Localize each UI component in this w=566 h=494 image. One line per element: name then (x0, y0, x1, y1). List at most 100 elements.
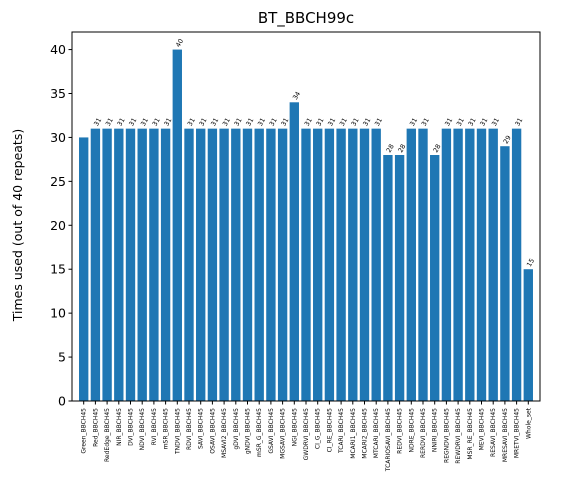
x-tick-label: TCARIOSAVI_BBCH45 (385, 408, 392, 472)
data-label: 31 (186, 116, 197, 127)
x-tick-label: MGSAVI_BBCH45 (280, 408, 287, 459)
bar (488, 128, 498, 401)
data-label: 15 (525, 257, 536, 268)
data-label: 31 (420, 116, 431, 127)
x-tick-label: MCARI2_BBCH45 (362, 408, 369, 459)
x-tick-label: gDVI_BBCH45 (233, 408, 240, 450)
bar (383, 155, 393, 401)
data-label: 31 (116, 116, 127, 127)
bar (336, 128, 346, 401)
x-tick-label: SAVI_BBCH45 (198, 408, 205, 449)
x-tick-label: MRETVI_BBCH45 (514, 408, 521, 458)
y-tick-label: 25 (50, 174, 66, 189)
bar (102, 128, 112, 401)
x-tick-label: REWDRVI_BBCH45 (455, 408, 462, 464)
data-label: 31 (373, 116, 384, 127)
x-tick-label: NDVI_BBCH45 (139, 408, 146, 451)
chart-title: BT_BBCH99c (258, 9, 354, 28)
x-tick-label: NNIRI_BBCH45 (432, 408, 439, 452)
bar (523, 269, 533, 401)
y-tick-label: 20 (50, 218, 66, 233)
bar (125, 128, 136, 401)
data-label: 31 (361, 116, 372, 127)
data-label: 31 (209, 116, 220, 127)
bar (394, 155, 405, 401)
data-label: 31 (303, 116, 314, 127)
y-tick-label: 10 (50, 306, 66, 321)
x-tick-label: Red_BBCH45 (92, 408, 99, 447)
x-tick-label: MTCARI_BBCH45 (373, 408, 380, 458)
y-tick-label: 0 (58, 394, 66, 409)
x-tick-label: RERDVI_BBCH45 (420, 408, 427, 458)
bar (441, 128, 452, 401)
data-label: 28 (432, 143, 443, 154)
data-label: 31 (315, 116, 326, 127)
data-label: 31 (443, 116, 454, 127)
x-tick-label: OSAVI_BBCH45 (209, 408, 216, 454)
bar (184, 128, 194, 401)
x-tick-label: mSR_G_BBCH45 (256, 408, 263, 457)
data-label: 34 (291, 90, 302, 101)
data-label: 31 (127, 116, 138, 127)
data-label: 31 (198, 116, 209, 127)
y-tick-label: 35 (50, 86, 66, 101)
data-label: 31 (467, 116, 478, 127)
bar (511, 128, 522, 401)
bar (430, 155, 440, 401)
x-tick-label: DVI_BBCH45 (128, 408, 135, 446)
x-tick-label: TCARI_BBCH45 (338, 408, 345, 454)
x-tick-label: RVI_BBCH45 (151, 408, 158, 445)
data-label: 40 (174, 37, 185, 48)
x-tick-label: gNDVI_BBCH45 (245, 408, 252, 454)
data-label: 31 (408, 116, 419, 127)
bar (149, 128, 159, 401)
bar (277, 128, 288, 401)
data-label: 31 (104, 116, 115, 127)
bars-group (79, 49, 533, 401)
y-tick-label: 15 (50, 262, 66, 277)
y-tick-label: 5 (58, 350, 66, 365)
bar (90, 128, 101, 401)
x-tick-label: RedEdge_BBCH45 (104, 408, 111, 462)
bar (406, 128, 416, 401)
y-tick-label: 40 (50, 42, 66, 57)
x-tick-label: NGI_BBCH45 (291, 408, 298, 447)
bar (476, 128, 487, 401)
x-tick-label: GSAVI_BBCH45 (268, 408, 275, 454)
x-tick-label: RDVI_BBCH45 (186, 408, 193, 450)
x-tick-label: REDVI_BBCH45 (397, 408, 404, 454)
y-axis-label: Times used (out of 40 repeats) (10, 129, 25, 322)
x-tick-label: CI_G_BBCH45 (315, 408, 322, 449)
data-label: 31 (279, 116, 290, 127)
bar (301, 128, 311, 401)
x-tick-label: TNDVI_BBCH45 (174, 408, 181, 455)
x-tick-label: MEVI_BBCH45 (479, 408, 486, 450)
x-tick-label: CI_RE_BBCH45 (326, 408, 333, 453)
x-tick-label: mSR_BBCH45 (163, 408, 170, 449)
x-tick-label: GWDRVI_BBCH45 (303, 408, 310, 461)
bar (453, 128, 463, 401)
x-tick-label: NIR_BBCH45 (116, 408, 123, 446)
bar (371, 128, 381, 401)
data-label: 31 (233, 116, 244, 127)
data-label: 31 (490, 116, 501, 127)
data-label: 31 (513, 116, 524, 127)
data-label: 28 (396, 143, 407, 154)
bar (254, 128, 264, 401)
data-label: 31 (92, 116, 103, 127)
bar (359, 128, 370, 401)
x-tick-label: NDRE_BBCH45 (408, 408, 415, 453)
bar (196, 128, 206, 401)
x-axis: Green_BBCH45 Red_BBCH45 RedEdge_BBCH45 NIR_… (81, 401, 532, 472)
bar (231, 128, 241, 401)
bar (348, 128, 358, 401)
data-label: 31 (338, 116, 349, 127)
bar (500, 146, 510, 401)
bar (160, 128, 171, 401)
bar (418, 128, 428, 401)
bar (465, 128, 475, 401)
y-tick-label: 30 (50, 130, 66, 145)
bar (207, 128, 218, 401)
